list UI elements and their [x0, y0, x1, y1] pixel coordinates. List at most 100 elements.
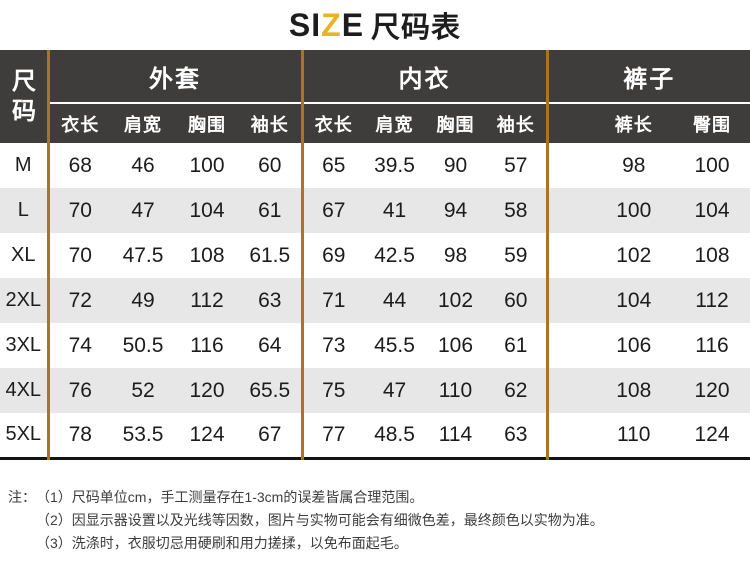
- note-line-1: （1）尺码单位cm，手工测量存在1-3cm的误差皆属合理范围。: [36, 488, 424, 505]
- measurement-value: 100: [674, 143, 750, 188]
- measurement-value: 63: [486, 413, 547, 458]
- measurement-value: 100: [545, 188, 674, 233]
- measurement-value: 70: [46, 233, 111, 278]
- measurement-value: 124: [175, 413, 239, 458]
- column-header-outer-length: 衣长: [46, 103, 111, 143]
- measurement-value: 45.5: [364, 323, 425, 368]
- measurement-value: 112: [175, 278, 239, 323]
- measurement-value: 71: [300, 278, 364, 323]
- group-header-underwear: 内衣: [300, 50, 547, 104]
- measurement-value: 116: [674, 323, 750, 368]
- column-header-inner-chest: 胸围: [425, 103, 486, 143]
- measurement-value: 70: [46, 188, 111, 233]
- column-header-inner-sleeve: 袖长: [486, 103, 547, 143]
- measurement-value: 50.5: [111, 323, 175, 368]
- measurement-value: 110: [425, 368, 486, 413]
- measurement-value: 78: [46, 413, 111, 458]
- table-row: L 70 47 104 61 67 41 94 58 100 104: [0, 188, 750, 233]
- table-row: XL 70 47.5 108 61.5 69 42.5 98 59 102 108: [0, 233, 750, 278]
- measurement-value: 59: [486, 233, 547, 278]
- title-size-suffix: E: [341, 6, 365, 43]
- measurement-value: 64: [239, 323, 302, 368]
- table-row: 4XL 76 52 120 65.5 75 47 110 62 108 120: [0, 368, 750, 413]
- measurement-value: 47.5: [111, 233, 175, 278]
- measurement-value: 41: [364, 188, 425, 233]
- measurement-value: 61: [239, 188, 302, 233]
- measurement-value: 52: [111, 368, 175, 413]
- column-header-hip: 臀围: [674, 103, 750, 143]
- measurement-value: 39.5: [364, 143, 425, 188]
- measurement-value: 108: [674, 233, 750, 278]
- group-header-outerwear: 外套: [46, 50, 302, 104]
- page-title: SI Z E 尺码表: [0, 0, 750, 50]
- size-label: M: [0, 143, 48, 188]
- measurement-value: 61: [486, 323, 547, 368]
- measurement-value: 65: [300, 143, 364, 188]
- size-label: 2XL: [0, 278, 48, 323]
- table-row: 5XL 78 53.5 124 67 77 48.5 114 63 110 124: [0, 413, 750, 458]
- measurement-value: 104: [175, 188, 239, 233]
- size-label: L: [0, 188, 48, 233]
- measurement-value: 108: [175, 233, 239, 278]
- measurement-value: 57: [486, 143, 547, 188]
- size-label: 3XL: [0, 323, 48, 368]
- measurement-value: 47: [364, 368, 425, 413]
- measurement-value: 120: [175, 368, 239, 413]
- measurement-value: 46: [111, 143, 175, 188]
- measurement-value: 75: [300, 368, 364, 413]
- column-header-pants-length: 裤长: [545, 103, 674, 143]
- measurement-value: 44: [364, 278, 425, 323]
- table-row: M 68 46 100 60 65 39.5 90 57 98 100: [0, 143, 750, 188]
- size-table-body: M 68 46 100 60 65 39.5 90 57 98 100 L 70 47 104 61 67 41 9…: [0, 143, 750, 458]
- table-row: 3XL 74 50.5 116 64 73 45.5 106 61 106 116: [0, 323, 750, 368]
- measurement-value: 124: [674, 413, 750, 458]
- group-header-row: 尺码 外套 内衣 裤子: [0, 50, 750, 143]
- measurement-value: 63: [239, 278, 302, 323]
- measurement-value: 112: [674, 278, 750, 323]
- measurement-value: 60: [486, 278, 547, 323]
- title-size-accent: Z: [321, 6, 342, 43]
- measurement-value: 106: [425, 323, 486, 368]
- note-line-3: （3）洗涤时，衣服切忌用硬刷和用力搓揉，以免布面起毛。: [36, 534, 408, 551]
- column-header-outer-chest: 胸围: [175, 103, 239, 143]
- measurement-value: 60: [239, 143, 302, 188]
- title-cjk-label: 尺码表: [371, 12, 462, 44]
- measurement-value: 49: [111, 278, 175, 323]
- measurement-value: 77: [300, 413, 364, 458]
- measurement-value: 67: [300, 188, 364, 233]
- measurement-value: 102: [425, 278, 486, 323]
- measurement-value: 68: [46, 143, 111, 188]
- measurement-value: 104: [545, 278, 674, 323]
- measurement-value: 104: [674, 188, 750, 233]
- measurement-value: 69: [300, 233, 364, 278]
- measurement-value: 53.5: [111, 413, 175, 458]
- column-header-outer-shoulder: 肩宽: [111, 103, 175, 143]
- size-table: 尺码 外套 内衣 裤子 衣长 肩宽 胸围 袖长 衣长 肩宽 胸围 袖长 裤长 臀…: [0, 50, 750, 460]
- column-header-inner-shoulder: 肩宽: [364, 103, 425, 143]
- measurement-value: 76: [46, 368, 111, 413]
- size-label: 5XL: [0, 413, 48, 458]
- notes-prefix: 注：: [8, 488, 36, 505]
- measurement-value: 90: [425, 143, 486, 188]
- measurement-value: 67: [239, 413, 302, 458]
- notes-section: 注： （1）尺码单位cm，手工测量存在1-3cm的误差皆属合理范围。 （2）因显…: [0, 486, 750, 555]
- measurement-value: 58: [486, 188, 547, 233]
- size-column-header: 尺码: [0, 50, 48, 143]
- column-header-outer-sleeve: 袖长: [239, 103, 302, 143]
- table-header: 尺码 外套 内衣 裤子 衣长 肩宽 胸围 袖长 衣长 肩宽 胸围 袖长 裤长 臀…: [0, 50, 750, 143]
- measurement-value: 102: [545, 233, 674, 278]
- measurement-value: 120: [674, 368, 750, 413]
- measurement-value: 110: [545, 413, 674, 458]
- measurement-value: 73: [300, 323, 364, 368]
- measurement-value: 72: [46, 278, 111, 323]
- measurement-value: 47: [111, 188, 175, 233]
- measurement-value: 94: [425, 188, 486, 233]
- measurement-value: 98: [545, 143, 674, 188]
- measurement-value: 116: [175, 323, 239, 368]
- measurement-value: 48.5: [364, 413, 425, 458]
- table-row: 2XL 72 49 112 63 71 44 102 60 104 112: [0, 278, 750, 323]
- measurement-value: 62: [486, 368, 547, 413]
- measurement-value: 114: [425, 413, 486, 458]
- column-header-inner-length: 衣长: [300, 103, 364, 143]
- measurement-value: 42.5: [364, 233, 425, 278]
